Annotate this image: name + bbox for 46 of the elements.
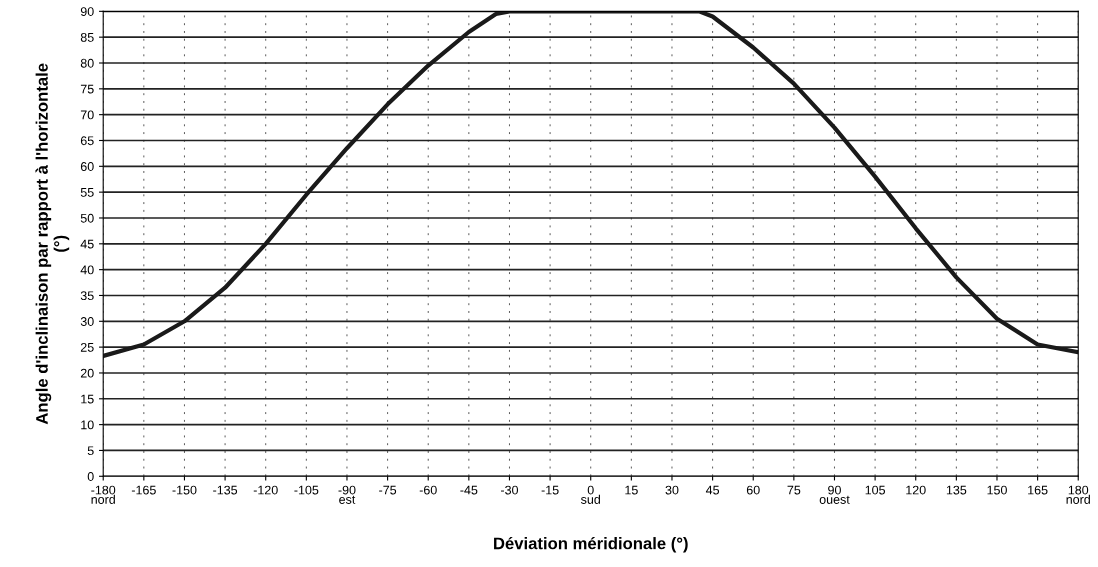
y-tick-label: 20: [80, 368, 94, 378]
x-tick-label: -105: [294, 485, 319, 495]
y-tick-label: 65: [80, 136, 94, 146]
x-tick-label: -180 nord: [91, 485, 116, 504]
x-axis-title: Déviation méridionale (°): [494, 536, 688, 553]
x-tick-label: 90 ouest: [819, 485, 850, 504]
y-tick-label: 60: [80, 162, 94, 171]
x-tick-label: -165: [131, 485, 156, 495]
x-tick-label: -90 est: [338, 485, 356, 504]
x-tick-label: 45: [705, 485, 720, 495]
y-tick-label: 25: [80, 342, 94, 352]
x-tick-label: -30: [500, 485, 519, 495]
x-tick-label: -15: [541, 485, 559, 495]
x-tick-label: -120: [253, 485, 278, 495]
x-tick-label: 105: [865, 485, 886, 495]
y-tick-label: 0: [87, 472, 94, 481]
x-tick-label: -60: [419, 485, 437, 495]
y-tick-label: 45: [80, 239, 94, 249]
x-tick-label: -45: [460, 485, 478, 495]
x-tick-label: 135: [946, 485, 967, 495]
x-tick-label: 180 nord: [1066, 485, 1090, 504]
x-tick-label: 0 sud: [581, 485, 600, 504]
y-tick-label: 55: [80, 188, 94, 197]
x-tick-label: 120: [906, 485, 926, 495]
y-axis-title: Angle d'inclinaison par rapport à l'horizontale (°): [35, 63, 70, 425]
x-tick-label: -135: [213, 485, 238, 495]
x-tick-label: -75: [379, 485, 397, 495]
x-tick-label: 60: [746, 485, 760, 495]
y-tick-label: 5: [87, 446, 94, 456]
y-tick-label: 30: [80, 317, 94, 326]
x-tick-label: -150: [172, 485, 197, 495]
y-tick-label: 40: [80, 265, 94, 275]
y-tick-label: 15: [81, 394, 94, 404]
y-tick-label: 10: [81, 420, 94, 430]
y-tick-label: 80: [80, 58, 94, 68]
x-tick-label: 165: [1028, 485, 1048, 495]
x-tick-label: 75: [787, 485, 801, 495]
y-tick-label: 50: [80, 213, 94, 223]
y-tick-label: 35: [80, 291, 94, 301]
y-tick-label: 75: [80, 84, 94, 94]
y-tick-label: 85: [80, 32, 94, 42]
x-tick-label: 30: [665, 485, 679, 495]
x-tick-label: 150: [987, 485, 1007, 495]
x-tick-label: 15: [625, 485, 638, 495]
y-tick-label: 90: [80, 7, 94, 16]
y-tick-label: 70: [80, 110, 94, 120]
